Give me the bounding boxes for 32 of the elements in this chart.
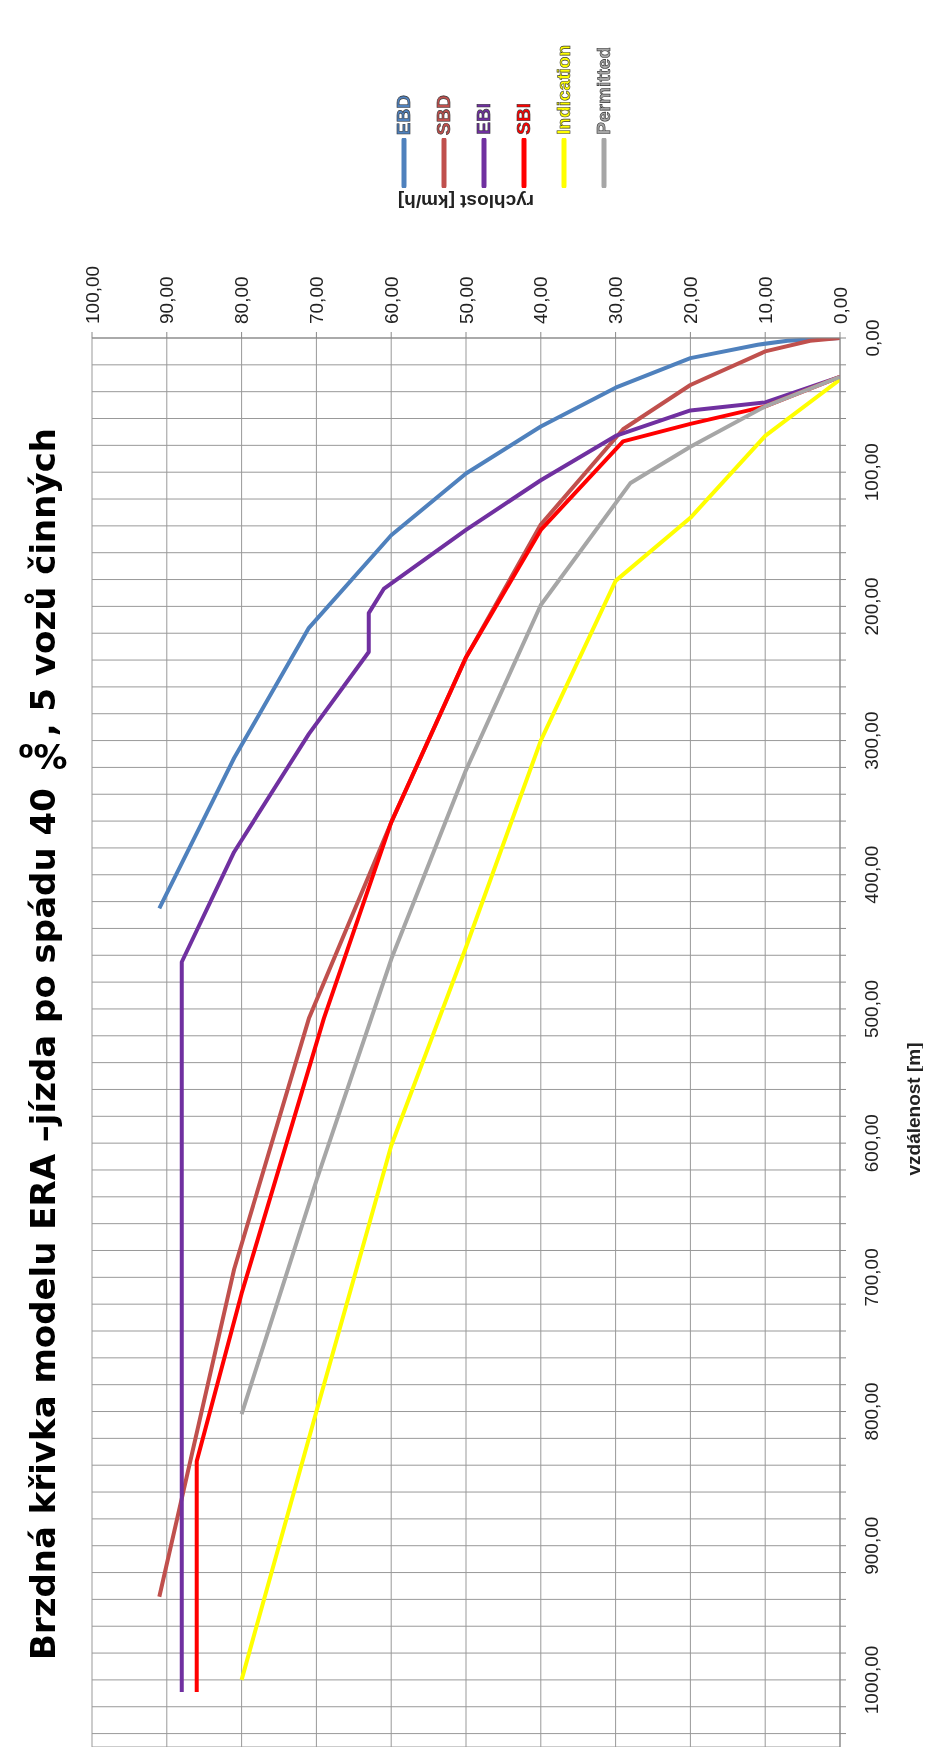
x-tick-label: 20,00: [679, 276, 701, 324]
x-tick-label: 40,00: [530, 276, 552, 324]
x-tick-label: 90,00: [156, 276, 178, 324]
text: EBI: [473, 103, 495, 135]
y-tick-label: 500,00: [861, 979, 883, 1039]
y-axis-title: vzdálenost [m]: [902, 1042, 924, 1176]
y-tick-label: 200,00: [861, 577, 883, 636]
y-tick-label: 300,00: [861, 711, 883, 770]
x-tick-label: 100,00: [81, 265, 103, 324]
text: Permitted: [593, 47, 615, 135]
x-axis-title: rychlost [km/h]: [397, 190, 535, 212]
x-tick-label: 0,00: [829, 287, 851, 324]
y-tick-label: 400,00: [861, 845, 883, 904]
text: SBD: [433, 94, 455, 135]
y-tick-label: 800,00: [861, 1382, 883, 1441]
line-series: [239, 374, 840, 1417]
y-tick-label: 700,00: [861, 1248, 883, 1307]
x-tick-label: 70,00: [305, 276, 327, 324]
y-tick-label: 100,00: [861, 443, 883, 502]
x-tick-label: 10,00: [754, 276, 776, 324]
x-tick-label: 30,00: [605, 276, 627, 324]
x-tick-label: 80,00: [231, 276, 253, 324]
text: Indication: [553, 45, 575, 135]
y-tick-label: 0,00: [861, 319, 883, 357]
y-tick-label: 1000,00: [861, 1645, 883, 1715]
y-tick-label: 900,00: [861, 1516, 883, 1575]
text: SBI: [513, 103, 535, 135]
x-tick-label: 60,00: [380, 276, 402, 324]
x-tick-label: 50,00: [455, 276, 477, 324]
y-tick-label: 600,00: [861, 1114, 883, 1173]
text: Brzdná křivka modelu ERA –jízda po spádu 40 ‰, 5 vozů činných: [23, 428, 63, 1660]
text: EBD: [393, 94, 415, 135]
